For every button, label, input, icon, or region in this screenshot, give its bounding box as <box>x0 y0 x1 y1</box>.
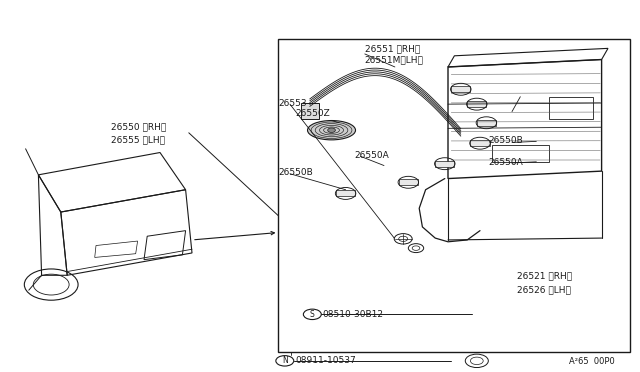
Text: S: S <box>310 310 315 319</box>
Text: 08911-10537: 08911-10537 <box>295 356 356 365</box>
Text: 26551 〈RH〉: 26551 〈RH〉 <box>365 44 420 53</box>
Text: 26550B: 26550B <box>488 136 523 145</box>
Text: 26553: 26553 <box>278 99 307 108</box>
Text: 26550A: 26550A <box>354 151 388 160</box>
Bar <box>492 145 549 162</box>
Text: 26551M〈LH〉: 26551M〈LH〉 <box>365 56 424 65</box>
Bar <box>301 103 319 119</box>
Bar <box>549 97 593 119</box>
Circle shape <box>328 128 335 132</box>
Bar <box>470 140 490 146</box>
Text: N: N <box>282 356 287 365</box>
Bar <box>336 190 355 196</box>
Text: A²65  00P0: A²65 00P0 <box>569 357 614 366</box>
Bar <box>467 101 486 107</box>
Text: 08510-30B12: 08510-30B12 <box>323 310 383 319</box>
Text: 26550B: 26550B <box>278 169 313 177</box>
Bar <box>477 120 496 126</box>
Text: 26521 〈RH〉: 26521 〈RH〉 <box>517 272 572 280</box>
Text: 26526 〈LH〉: 26526 〈LH〉 <box>517 286 571 295</box>
Text: 26550Z: 26550Z <box>296 109 330 118</box>
Bar <box>435 161 454 167</box>
Text: 26550A: 26550A <box>488 158 523 167</box>
Bar <box>278 39 630 352</box>
Bar <box>399 179 418 185</box>
Ellipse shape <box>307 121 356 140</box>
Bar <box>451 86 470 92</box>
Text: 26555 〈LH〉: 26555 〈LH〉 <box>111 135 164 144</box>
Text: 26550 〈RH〉: 26550 〈RH〉 <box>111 122 166 131</box>
